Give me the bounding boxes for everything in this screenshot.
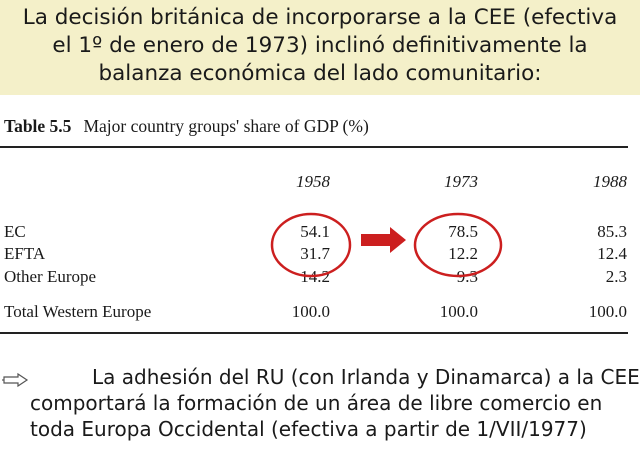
table-cell: 12.2 — [448, 244, 478, 263]
table-cell: 14.2 — [300, 267, 330, 286]
footer-line: comportará la formación de un área de li… — [30, 391, 603, 415]
footer-text: La adhesión del RU (con Irlanda y Dinama… — [30, 364, 640, 442]
header-line: balanza económica del lado comunitario: — [98, 61, 542, 86]
table-title: Major country groups' share of GDP (%) — [83, 116, 369, 136]
table-cell: 78.5 — [448, 222, 478, 241]
table-cell: 85.3 — [597, 222, 627, 241]
table-cell: 2.3 — [605, 267, 627, 286]
row-label-ec: EC — [4, 222, 26, 241]
table-caption: Table 5.5 Major country groups' share of … — [4, 116, 369, 137]
column-header-1958: 1958 — [296, 172, 330, 191]
footer-line: toda Europa Occidental (efectiva a parti… — [30, 417, 587, 441]
footer-line: La adhesión del RU (con Irlanda y Dinama… — [92, 365, 640, 389]
column-header-1973: 1973 — [444, 172, 478, 191]
table-cell: 9.3 — [456, 267, 478, 286]
row-label-efta: EFTA — [4, 244, 46, 263]
table-cell: 100.0 — [439, 302, 478, 321]
table-number: Table 5.5 — [4, 116, 72, 136]
hollow-right-arrow-icon — [2, 372, 29, 388]
header-text: La decisión británica de incorporarse a … — [0, 4, 640, 88]
table-top-rule — [0, 146, 628, 148]
table-cell: 31.7 — [300, 244, 330, 263]
column-header-1988: 1988 — [593, 172, 627, 191]
header-line: el 1º de enero de 1973) inclinó definiti… — [52, 33, 588, 58]
header-band — [0, 0, 640, 95]
header-line: La decisión británica de incorporarse a … — [22, 5, 618, 30]
table-cell: 100.0 — [291, 302, 330, 321]
gdp-table: Table 5.5 Major country groups' share of … — [0, 106, 640, 338]
row-label-other-europe: Other Europe — [4, 267, 97, 286]
row-label-total: Total Western Europe — [4, 302, 152, 321]
table-cell: 54.1 — [300, 222, 330, 241]
table-bottom-rule — [0, 332, 628, 334]
table-cell: 12.4 — [597, 244, 627, 263]
table-cell: 100.0 — [588, 302, 627, 321]
